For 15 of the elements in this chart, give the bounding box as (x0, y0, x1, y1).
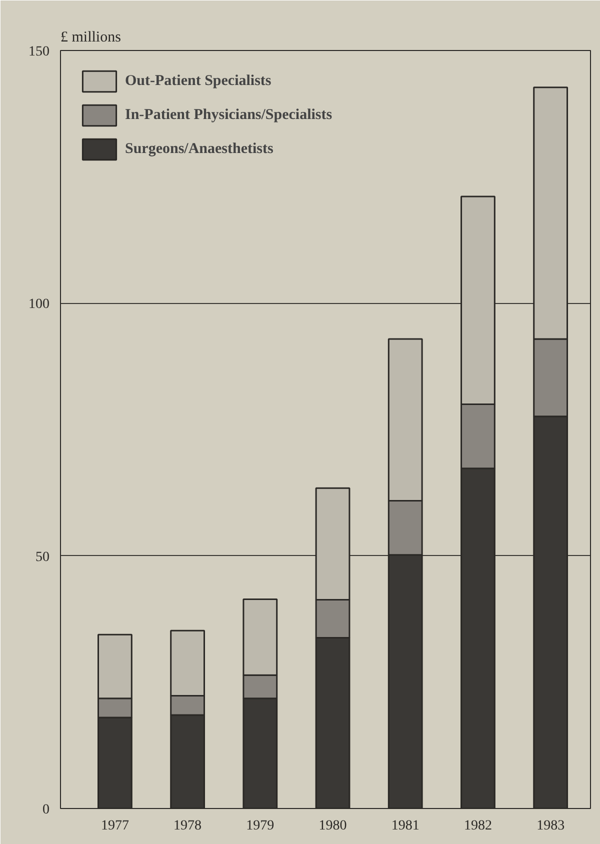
x-tick-label: 1982 (464, 818, 492, 834)
x-tick-label: 1978 (174, 818, 202, 834)
legend-label: Surgeons/Anaesthetists (125, 140, 274, 158)
x-tick-label: 1981 (391, 818, 420, 834)
x-tick-label: 1980 (318, 818, 347, 834)
y-axis-title: £ millions (60, 30, 122, 46)
x-tick-label: 1979 (246, 818, 274, 834)
x-tick-label: 1983 (536, 818, 565, 834)
y-tick-label: 50 (36, 550, 50, 565)
y-tick-label: 0 (42, 802, 50, 818)
legend-label: Out-Patient Specialists (125, 72, 272, 90)
y-tick-label: 150 (28, 44, 50, 60)
y-tick-label: 100 (28, 297, 50, 312)
x-tick-label: 1977 (100, 818, 129, 834)
legend-label: In-Patient Physicians/Specialists (125, 106, 332, 124)
